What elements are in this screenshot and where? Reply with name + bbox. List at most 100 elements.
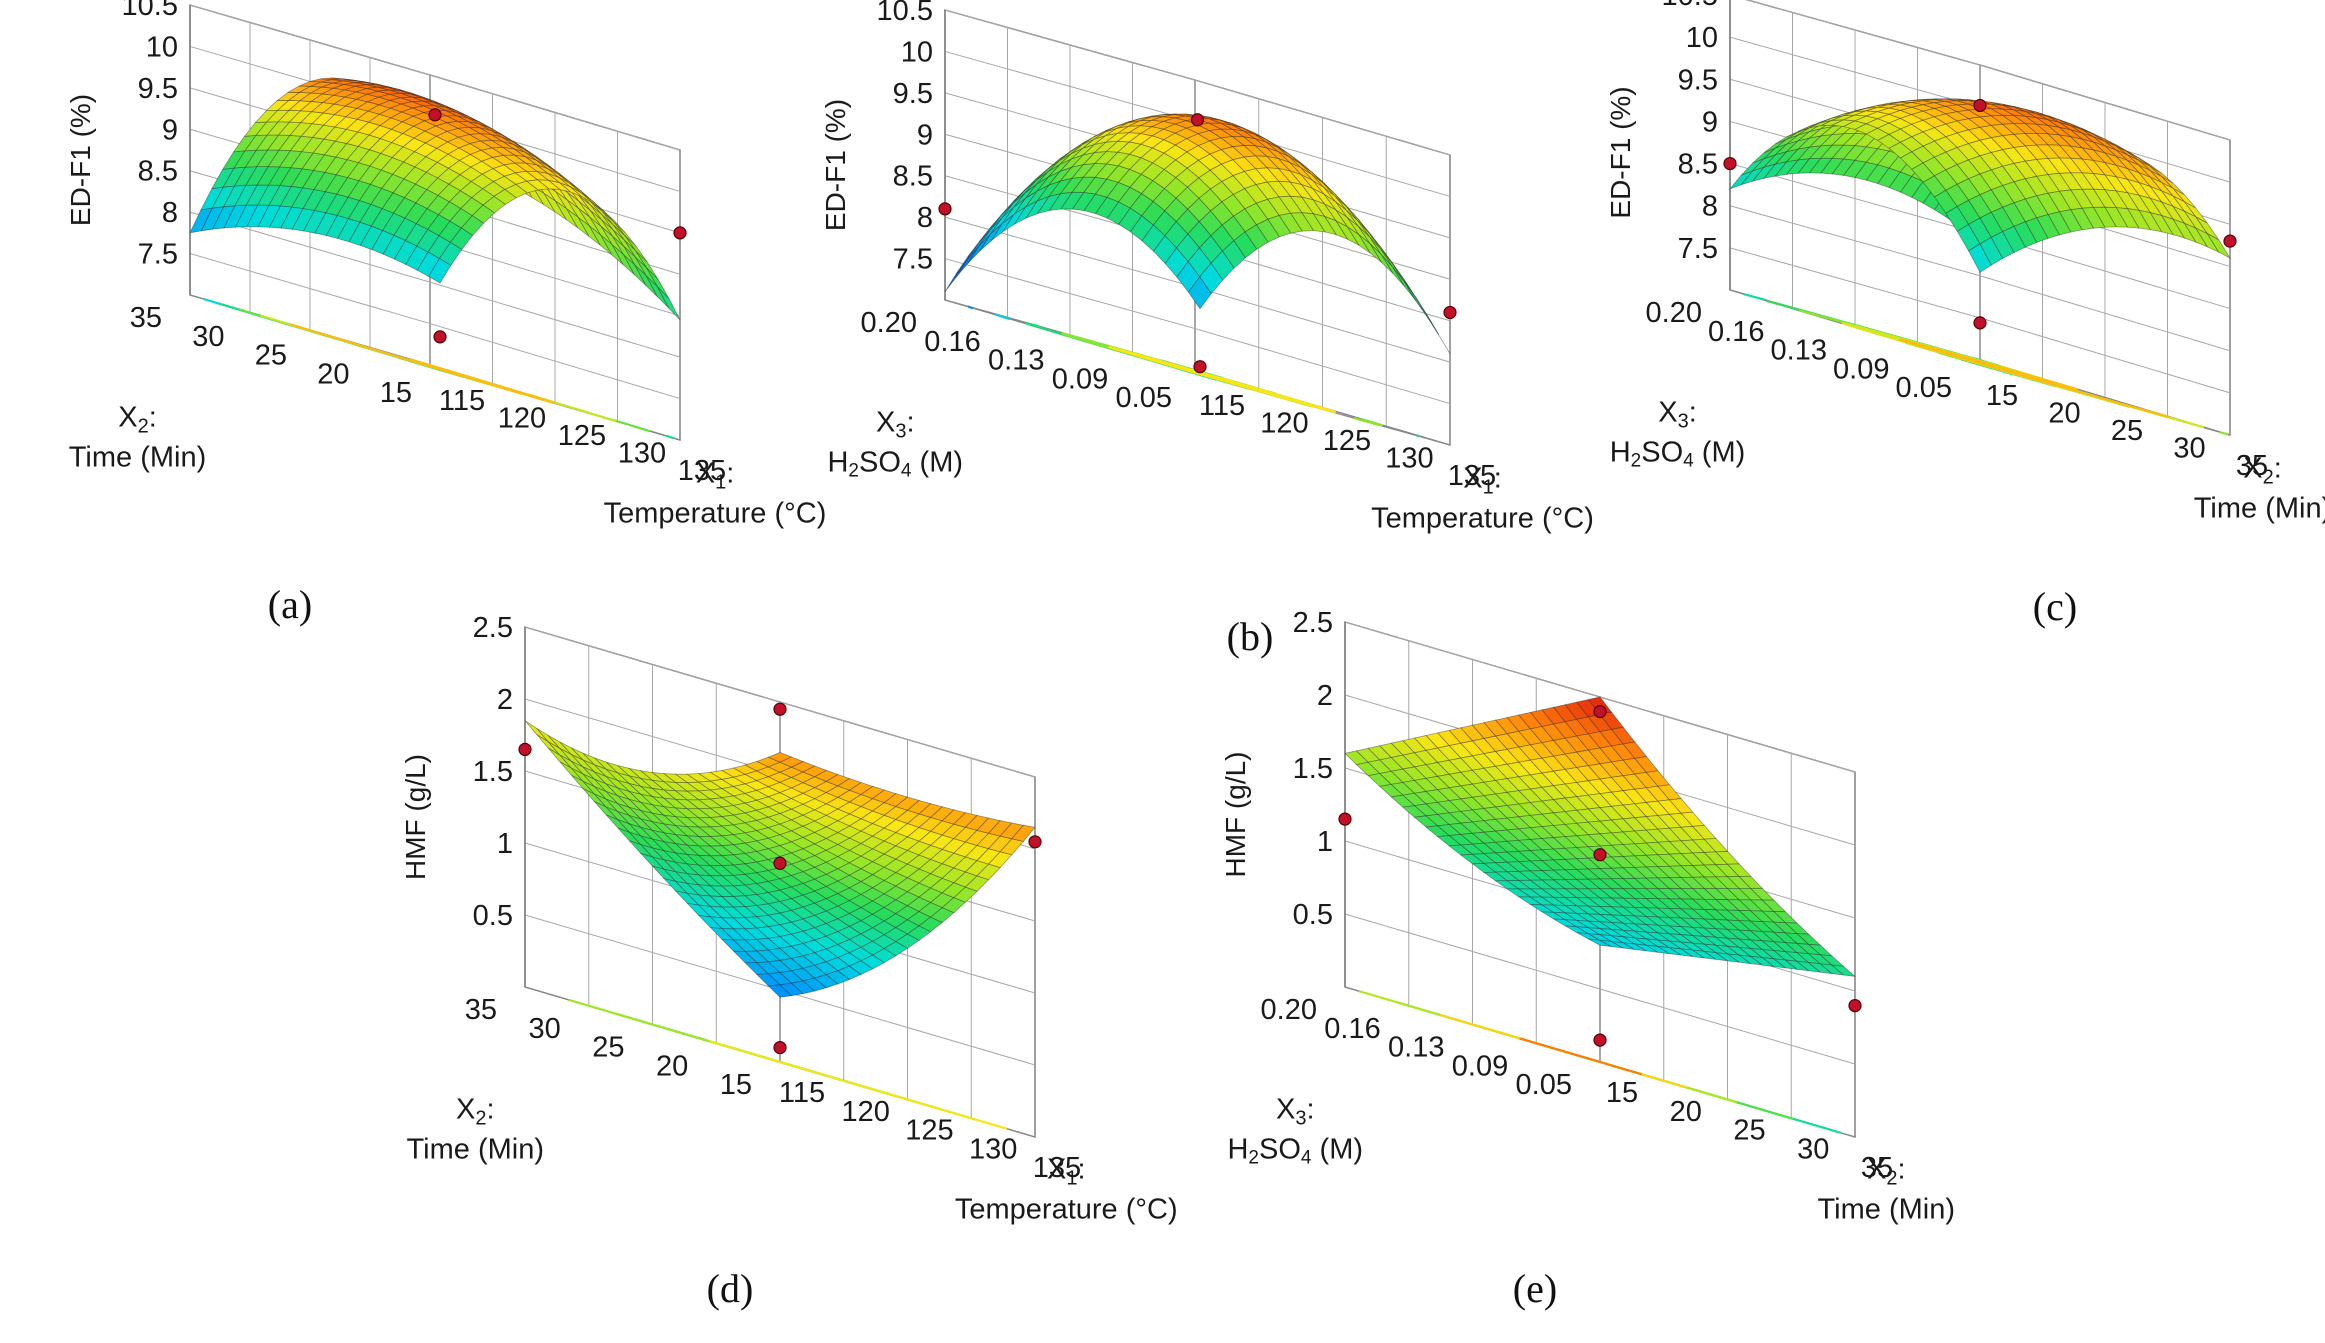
z-tick-label: 2: [497, 684, 513, 716]
subscript-rest: :: [2274, 453, 2282, 485]
panel-label: (c): [2033, 584, 2077, 629]
subscript: 1: [1483, 477, 1494, 499]
subscript: 2: [2263, 467, 2274, 489]
y-tick-label: 30: [192, 321, 224, 353]
x-tick-label: 20: [1670, 1096, 1702, 1128]
x-tick-label: 125: [1323, 425, 1371, 457]
y-axis-title: Time (Min): [69, 441, 206, 473]
x-tick-label: 115: [439, 385, 485, 417]
text-run: H: [1610, 436, 1631, 468]
design-point: [773, 856, 787, 870]
design-point: [2223, 234, 2237, 248]
surface-cell: [967, 233, 992, 264]
z-tick-label: 9.5: [893, 78, 933, 110]
surface-cell: [2184, 201, 2208, 224]
subscript: 3: [895, 420, 906, 442]
x-tick-label: 130: [969, 1133, 1017, 1165]
design-point: [1593, 704, 1607, 719]
z-tick-label: 10: [1686, 22, 1718, 54]
y-axis-var: X3:: [1658, 396, 1697, 432]
text-run: SO: [1641, 436, 1683, 468]
design-point: [1848, 998, 1862, 1013]
z-axis-label: ED-F1 (%): [65, 94, 96, 226]
z-tick-label: 2.5: [1293, 607, 1333, 639]
y-tick-label: 0.13: [1388, 1032, 1444, 1064]
subscript-rest: :: [486, 1093, 494, 1125]
surface-cell: [2206, 232, 2232, 260]
z-tick-label: 8.5: [138, 156, 178, 188]
response-surface: [944, 113, 1451, 355]
surface-cell: [2172, 188, 2197, 209]
subscript: 3: [1678, 410, 1689, 432]
y-tick-label: 0.09: [1833, 353, 1889, 385]
design-point: [773, 1040, 787, 1055]
z-tick-label: 10: [901, 36, 933, 68]
x-tick-label: 125: [558, 420, 606, 452]
x-tick-label: 30: [2173, 433, 2205, 465]
z-tick-label: 8.5: [893, 161, 933, 193]
z-tick-label: 0.5: [1293, 899, 1333, 931]
x-axis-title: Temperature (°C): [604, 498, 827, 530]
design-point: [1973, 98, 1987, 113]
z-tick-label: 9: [917, 119, 933, 151]
z-tick-label: 1: [1317, 826, 1333, 858]
surface-cell: [589, 225, 613, 256]
y-tick-label: 0.20: [1261, 994, 1317, 1026]
z-tick-label: 10.5: [877, 0, 933, 27]
surface-cell: [1381, 254, 1405, 287]
y-axis-var: X2:: [456, 1093, 495, 1129]
x-axis-var: X1:: [696, 458, 735, 494]
y-tick-label: 35: [130, 302, 162, 334]
z-tick-label: 10: [146, 31, 178, 63]
x-axis-title: Temperature (°C): [1371, 503, 1594, 535]
design-point: [1593, 848, 1607, 862]
x-axis-title: Temperature (°C): [955, 1193, 1178, 1225]
subscript-rest: :: [1689, 396, 1697, 428]
subscript: 3: [1295, 1107, 1306, 1129]
x-tick-label: 20: [2048, 398, 2080, 430]
design-point: [1723, 156, 1737, 171]
contour-line: [967, 305, 974, 310]
y-tick-label: 0.13: [988, 345, 1044, 377]
design-point: [938, 202, 952, 216]
z-tick-label: 2.5: [473, 612, 513, 644]
text-run: H: [1227, 1133, 1248, 1165]
floor-contours: [967, 305, 1451, 446]
z-tick-label: 1.5: [1293, 753, 1333, 785]
contour-line: [289, 323, 556, 405]
chart-panel-c: 7.5 8 8.5 9 9.5 10 10.5 ED-F1 (%) 15 20 25 30 35 0.05…: [1605, 0, 2325, 629]
design-point: [1028, 835, 1042, 849]
z-axis-label: HMF (g/L): [1220, 752, 1251, 878]
subscript: 1: [1066, 1167, 1077, 1189]
design-point: [1193, 360, 1207, 374]
surface-cell: [646, 275, 669, 309]
y-axis-title: H2SO4 (M): [1610, 436, 1746, 471]
y-axis-title: H2SO4 (M): [1227, 1133, 1363, 1168]
y-tick-label: 25: [255, 340, 287, 372]
y-tick-label: 15: [380, 377, 412, 409]
surface-cell: [524, 720, 549, 743]
z-tick-label: 8.5: [1678, 149, 1718, 181]
subscript: 2: [475, 1107, 486, 1129]
response-surface: [1728, 98, 2232, 273]
z-tick-label: 7.5: [1678, 233, 1718, 265]
subscript-rest: :: [726, 458, 734, 490]
subscript-rest: :: [149, 401, 157, 433]
y-tick-label: 0.20: [1646, 297, 1702, 329]
text-run: SO: [1259, 1133, 1301, 1165]
x-tick-label: 25: [1733, 1115, 1765, 1147]
x-axis-var: X1:: [1463, 463, 1502, 499]
contour-line: [708, 1040, 1008, 1130]
text-run: (M): [911, 446, 963, 478]
y-axis-var: X3:: [1276, 1093, 1315, 1129]
design-point: [1190, 113, 1205, 127]
panel-label: (a): [268, 582, 312, 627]
subscript: 2: [1631, 450, 1642, 471]
y-tick-label: 0.20: [861, 307, 917, 339]
x-tick-label: 135: [1448, 460, 1496, 492]
surface-cell: [2150, 166, 2174, 184]
z-tick-label: 8: [162, 197, 178, 229]
